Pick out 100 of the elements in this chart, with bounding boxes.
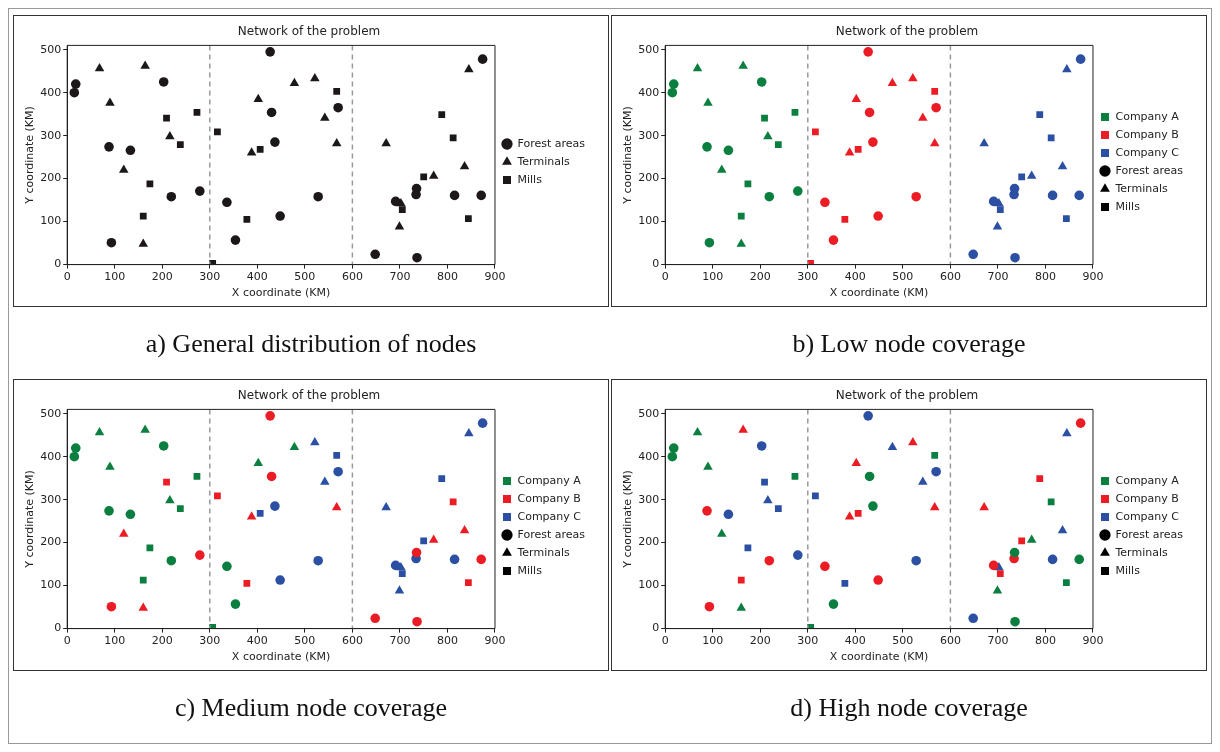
point (1047, 190, 1058, 201)
legend-label: Mills (1115, 563, 1141, 577)
point (119, 164, 129, 173)
y-tick-label: 100 (40, 578, 62, 592)
point (246, 511, 257, 520)
point (704, 237, 715, 248)
point (165, 495, 175, 504)
point (163, 478, 170, 486)
point (459, 161, 470, 170)
point (158, 77, 169, 87)
x-tick-label: 500 (294, 634, 316, 648)
point (931, 452, 939, 459)
point (70, 79, 81, 89)
point (1062, 215, 1070, 223)
point (1075, 54, 1086, 64)
y-tick-label: 100 (638, 578, 660, 592)
point (165, 131, 175, 140)
point (253, 457, 264, 466)
point (166, 555, 177, 566)
y-tick-label: 0 (54, 257, 62, 271)
x-tick-label: 0 (661, 634, 669, 648)
point (1075, 418, 1086, 428)
point (988, 196, 999, 207)
x-tick-label: 100 (702, 634, 724, 648)
y-tick-label: 300 (40, 492, 62, 506)
point (828, 599, 839, 609)
x-tick-label: 300 (797, 634, 819, 648)
point (1009, 547, 1020, 558)
x-tick-label: 300 (797, 270, 819, 284)
point (793, 186, 803, 196)
legend-label: Forest areas (517, 136, 586, 150)
point (246, 147, 257, 156)
y-axis-title: Y coordinate (KM) (23, 106, 37, 205)
point (176, 505, 184, 513)
point (412, 252, 422, 263)
y-tick-label: 200 (638, 171, 660, 185)
point (1026, 170, 1037, 179)
point (793, 550, 803, 560)
point (1057, 161, 1068, 170)
point (908, 437, 918, 446)
point (1047, 554, 1058, 565)
point (761, 478, 768, 486)
point (138, 238, 149, 247)
point (737, 212, 745, 220)
x-tick-label: 0 (63, 270, 71, 284)
legend-label: Company B (1115, 127, 1179, 141)
point (702, 142, 712, 152)
point (270, 137, 280, 147)
point (195, 550, 205, 560)
point (94, 427, 105, 436)
point (791, 109, 799, 116)
chart-title: Network of the problem (835, 24, 979, 39)
x-tick-label: 400 (246, 634, 268, 648)
point (275, 211, 285, 221)
point (320, 476, 330, 485)
text: a) General distribution of nodes (145, 329, 477, 359)
y-tick-label: 400 (638, 85, 660, 99)
point (289, 441, 300, 450)
point (841, 216, 849, 223)
point (979, 501, 989, 511)
x-tick-label: 300 (199, 634, 221, 648)
point (854, 510, 862, 517)
y-tick-label: 500 (638, 406, 660, 420)
x-tick-label: 600 (341, 270, 363, 284)
y-tick-label: 200 (40, 171, 62, 185)
point (331, 137, 342, 147)
point (873, 211, 883, 221)
point (449, 190, 460, 201)
point (1018, 537, 1026, 545)
point (979, 137, 989, 147)
point (394, 585, 405, 594)
x-tick-label: 500 (892, 634, 914, 648)
point (265, 411, 275, 421)
point (104, 142, 114, 152)
point (929, 501, 940, 511)
y-tick-label: 100 (40, 214, 62, 228)
point (918, 476, 928, 485)
point (854, 146, 862, 153)
point (449, 498, 457, 506)
y-tick-label: 500 (40, 42, 62, 56)
point (692, 63, 703, 72)
point (736, 602, 747, 611)
x-tick-label: 800 (1034, 270, 1056, 284)
point (438, 475, 446, 482)
y-tick-label: 0 (652, 257, 660, 271)
point (449, 554, 460, 565)
point (106, 601, 117, 612)
point (761, 114, 768, 122)
point (863, 411, 873, 421)
y-tick-label: 300 (638, 492, 660, 506)
point (1010, 252, 1020, 263)
point (968, 249, 978, 260)
x-tick-label: 200 (151, 634, 173, 648)
point (812, 492, 819, 500)
point (887, 77, 898, 86)
point (477, 54, 488, 64)
point (873, 575, 883, 585)
legend-label: Company A (517, 473, 582, 487)
y-tick-label: 0 (652, 621, 660, 635)
point (289, 77, 300, 86)
